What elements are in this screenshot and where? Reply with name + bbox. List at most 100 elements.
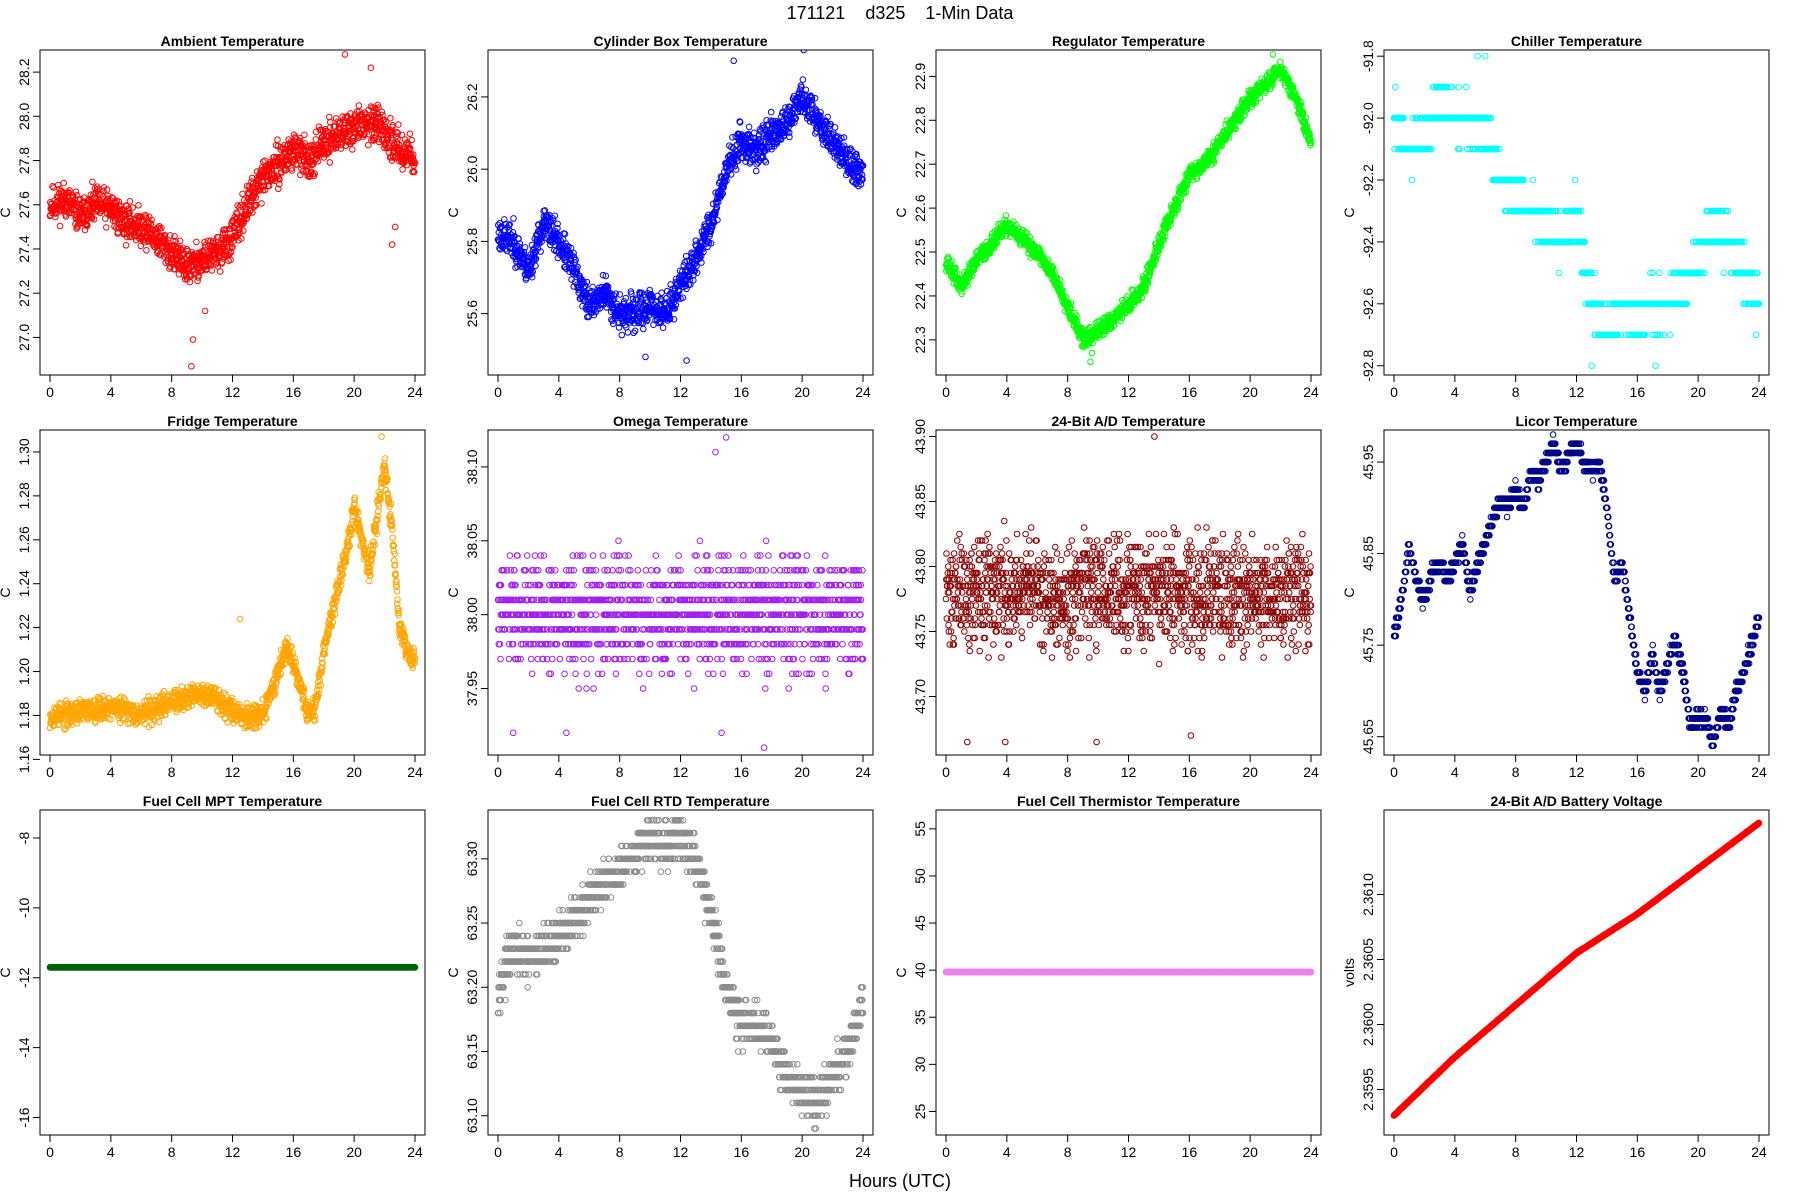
data-point (853, 150, 860, 158)
data-point (718, 191, 725, 199)
data-point (620, 298, 628, 305)
data-point (1026, 233, 1033, 241)
data-point (108, 194, 116, 201)
data-point (1307, 137, 1315, 144)
data-point (603, 282, 611, 290)
y-axis-label: C (445, 207, 461, 217)
data-point (1193, 175, 1201, 183)
x-tick-label: 20 (794, 384, 810, 400)
data-point (609, 296, 617, 304)
data-point (1143, 277, 1151, 285)
data-point (1428, 145, 1435, 153)
data-point (148, 216, 155, 224)
data-point (73, 225, 80, 232)
data-point (532, 255, 540, 262)
data-point (537, 248, 544, 255)
data-point (622, 294, 630, 302)
data-point (808, 96, 816, 104)
data-point (301, 131, 308, 139)
data-point (371, 135, 378, 142)
data-point (176, 237, 184, 245)
data-point (640, 291, 648, 298)
data-point (1154, 251, 1161, 259)
data-points (494, 50, 867, 364)
data-point (1138, 294, 1146, 302)
data-point (802, 86, 810, 94)
data-point (811, 94, 819, 102)
data-point (1064, 299, 1071, 307)
data-point (310, 160, 317, 168)
data-point (367, 64, 375, 71)
data-point (579, 302, 586, 310)
data-point (1392, 83, 1399, 91)
data-point (375, 104, 382, 111)
y-tick-label: 25.6 (464, 300, 480, 327)
data-point (732, 166, 740, 173)
data-point (1161, 233, 1169, 240)
data-point (1088, 349, 1096, 357)
data-point (561, 230, 569, 238)
data-point (835, 140, 842, 147)
data-point (1269, 81, 1276, 89)
data-point (693, 269, 701, 277)
data-point (767, 108, 775, 116)
x-tick-label: 20 (346, 384, 362, 400)
data-point (189, 336, 197, 343)
data-point (388, 131, 396, 139)
data-point (1127, 304, 1135, 312)
data-point (302, 143, 310, 150)
data-point (686, 276, 694, 283)
data-point (521, 244, 529, 251)
data-point (319, 127, 327, 135)
data-point (1448, 83, 1456, 91)
data-point (347, 110, 354, 117)
data-point (991, 241, 999, 249)
data-point (395, 121, 402, 128)
x-tick-label: 4 (555, 384, 563, 400)
data-point (721, 178, 729, 185)
data-point (730, 57, 738, 65)
y-tick-label: 22.6 (912, 194, 928, 221)
data-point (208, 267, 216, 274)
data-point (515, 243, 523, 250)
data-point (1237, 118, 1244, 125)
data-point (261, 183, 268, 190)
data-point (1444, 83, 1451, 91)
data-point (1400, 114, 1407, 122)
y-tick-label: 27.0 (16, 324, 32, 351)
data-point (1150, 262, 1158, 269)
data-point (554, 225, 561, 232)
data-point (327, 118, 334, 126)
data-point (1174, 200, 1182, 208)
data-point (72, 188, 80, 195)
data-point (249, 209, 256, 216)
figure-suptitle: 171121 d325 1-Min Data (787, 3, 1015, 23)
data-point (275, 185, 282, 193)
y-tick-label: 27.6 (16, 191, 32, 218)
data-point (1408, 176, 1416, 184)
data-point (631, 327, 639, 335)
data-point (135, 202, 142, 209)
data-point (301, 146, 309, 153)
data-point (1456, 145, 1463, 153)
data-point (227, 256, 234, 264)
data-point (318, 141, 326, 148)
data-point (235, 226, 243, 233)
data-point (700, 248, 707, 256)
data-point (615, 324, 623, 331)
data-point (126, 198, 134, 205)
data-points (942, 51, 1315, 366)
data-point (666, 315, 674, 322)
y-tick-label: 27.2 (16, 279, 32, 306)
data-point (527, 261, 535, 269)
data-point (1529, 176, 1537, 184)
data-point (968, 272, 976, 280)
data-point (727, 171, 735, 178)
data-point (1483, 114, 1490, 122)
data-point (367, 103, 375, 110)
data-point (1307, 139, 1314, 147)
data-point (378, 108, 386, 116)
